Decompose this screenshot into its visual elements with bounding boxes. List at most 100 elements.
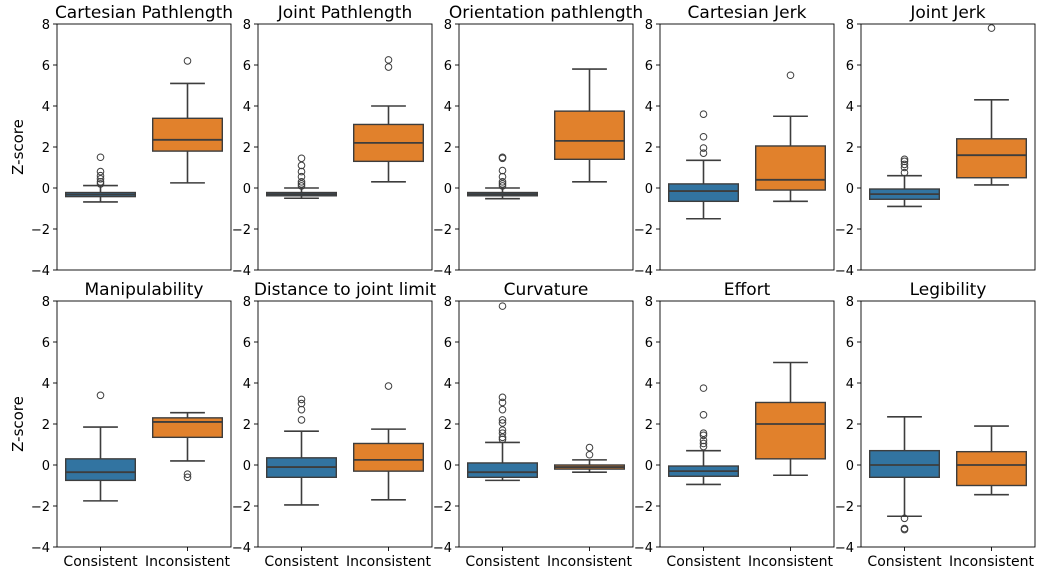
box-consistent <box>467 462 539 479</box>
outlier-point <box>498 180 507 188</box>
y-tick-label: 0 <box>645 182 653 197</box>
y-tick-label: 6 <box>243 336 251 351</box>
y-tick-label: 4 <box>444 100 452 115</box>
y-tick-label: 0 <box>42 459 50 474</box>
y-tick-label: 0 <box>444 459 452 474</box>
outlier-point <box>498 178 507 186</box>
x-tick-label: Inconsistent <box>949 554 1035 570</box>
outlier-point <box>900 160 909 169</box>
x-tick-label: Inconsistent <box>145 554 231 570</box>
y-tick-label: 4 <box>42 100 50 115</box>
outlier-point <box>498 429 507 438</box>
y-tick-label: 2 <box>645 418 653 433</box>
y-tick-label: −2 <box>31 500 50 515</box>
y-tick-label: 0 <box>42 182 50 197</box>
panel-title: Cartesian Pathlength <box>55 3 233 23</box>
y-tick-label: 8 <box>444 295 452 310</box>
outlier-point <box>585 443 594 452</box>
y-tick-label: 0 <box>444 182 452 197</box>
y-tick-label: −4 <box>433 541 452 556</box>
outlier-point <box>297 416 306 424</box>
outlier-point <box>96 167 105 176</box>
panel-title: Orientation pathlength <box>449 3 643 23</box>
y-tick-label: 4 <box>243 100 251 115</box>
outlier-point <box>498 398 507 407</box>
y-tick-label: 2 <box>243 141 251 156</box>
x-tick-label: Inconsistent <box>748 554 834 570</box>
outlier-point <box>297 405 306 414</box>
y-tick-label: −2 <box>31 223 50 238</box>
y-tick-label: 6 <box>444 59 452 74</box>
panel-title: Effort <box>724 280 771 300</box>
y-tick-label: 2 <box>42 141 50 156</box>
axes-frame <box>458 300 634 548</box>
outlier-point <box>498 419 507 427</box>
outlier-point <box>699 144 708 152</box>
y-tick-label: −4 <box>232 541 251 556</box>
y-tick-label: −4 <box>31 264 50 279</box>
panel-title: Joint Pathlength <box>277 3 413 23</box>
outlier-point <box>699 429 708 438</box>
panel-title: Joint Jerk <box>909 3 985 23</box>
outlier-point <box>498 393 507 402</box>
y-tick-label: 0 <box>645 459 653 474</box>
y-tick-label: −2 <box>835 223 854 238</box>
y-tick-label: 6 <box>42 336 50 351</box>
y-tick-label: 6 <box>846 59 854 74</box>
axes-frame <box>257 300 433 548</box>
box-consistent <box>64 458 136 482</box>
outlier-point <box>498 153 507 162</box>
y-tick-label: 6 <box>645 59 653 74</box>
y-tick-label: 2 <box>645 141 653 156</box>
outlier-point <box>699 384 708 392</box>
outlier-point <box>900 525 909 534</box>
y-tick-label: 0 <box>846 459 854 474</box>
outlier-point <box>384 63 393 71</box>
y-tick-label: 2 <box>846 141 854 156</box>
y-tick-label: 8 <box>42 18 50 33</box>
y-axis-label: Z-score <box>9 396 27 452</box>
outlier-point <box>699 439 708 448</box>
outlier-point <box>96 171 105 180</box>
axes-frame <box>860 300 1036 548</box>
y-tick-label: 4 <box>42 377 50 392</box>
y-tick-label: −4 <box>232 264 251 279</box>
outlier-point <box>183 470 192 479</box>
y-tick-label: 8 <box>645 18 653 33</box>
y-tick-label: 6 <box>243 59 251 74</box>
outlier-point <box>498 302 507 310</box>
outlier-point <box>297 154 306 163</box>
y-tick-label: −2 <box>433 223 452 238</box>
box-inconsistent <box>151 117 223 152</box>
y-tick-label: 6 <box>846 336 854 351</box>
outlier-point <box>297 182 306 190</box>
y-tick-label: 8 <box>243 18 251 33</box>
x-tick-label: Consistent <box>666 554 741 570</box>
y-tick-label: −4 <box>31 541 50 556</box>
x-tick-label: Consistent <box>63 554 138 570</box>
outlier-point <box>96 180 105 188</box>
y-tick-label: −4 <box>634 264 653 279</box>
y-tick-label: 0 <box>243 182 251 197</box>
x-tick-label: Inconsistent <box>547 554 633 570</box>
x-tick-label: Consistent <box>264 554 339 570</box>
panel-title: Legibility <box>910 280 987 300</box>
outlier-point <box>96 153 105 162</box>
y-tick-label: 8 <box>846 295 854 310</box>
box-inconsistent <box>755 145 827 191</box>
y-tick-label: 8 <box>846 18 854 33</box>
outlier-point <box>384 56 393 64</box>
outlier-point <box>498 405 507 414</box>
outlier-point <box>297 161 306 170</box>
y-tick-label: 8 <box>42 295 50 310</box>
y-tick-label: 4 <box>243 377 251 392</box>
outlier-point <box>699 110 708 118</box>
panel-title: Cartesian Jerk <box>688 3 807 23</box>
y-tick-label: 8 <box>243 295 251 310</box>
y-tick-label: −2 <box>232 223 251 238</box>
outlier-point <box>699 132 708 141</box>
outlier-point <box>96 174 105 183</box>
outlier-point <box>987 24 996 32</box>
outlier-point <box>699 436 708 445</box>
y-tick-label: 4 <box>645 100 653 115</box>
